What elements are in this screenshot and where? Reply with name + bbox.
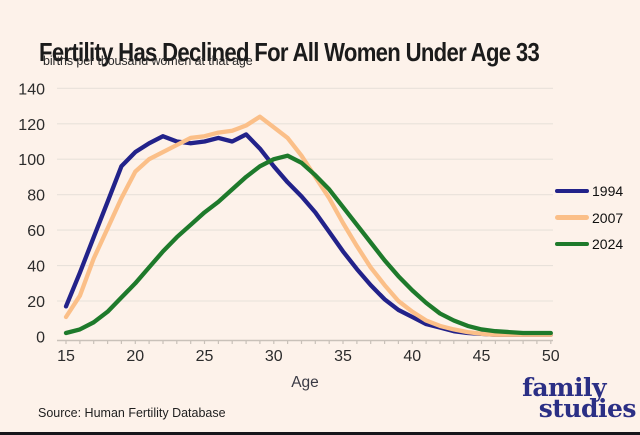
y-tick-label: 0 <box>36 330 45 347</box>
y-tick-label: 20 <box>27 294 45 311</box>
y-tick-label: 100 <box>18 152 45 169</box>
x-tick-label: 35 <box>334 348 352 365</box>
x-tick-label: 45 <box>473 348 491 365</box>
logo-line-studies: studies <box>538 394 637 423</box>
legend-item-2024: 2024 <box>555 231 623 257</box>
legend-label: 1994 <box>592 183 624 200</box>
y-tick-label: 40 <box>27 259 45 276</box>
family-studies-logo: family studies <box>522 373 637 423</box>
x-tick-label: 15 <box>57 348 75 365</box>
x-tick-label: 20 <box>126 348 144 365</box>
y-tick-label: 60 <box>27 223 45 240</box>
source-note: Source: Human Fertility Database <box>38 406 226 420</box>
window-bottom-edge <box>0 432 640 435</box>
series-line-2024 <box>63 153 553 336</box>
legend-label: 2007 <box>592 209 624 226</box>
x-tick-label: 25 <box>196 348 214 365</box>
legend-swatch-2007 <box>555 215 589 220</box>
chart-title: Fertility Has Declined For All Women Und… <box>39 37 540 68</box>
y-tick-label: 120 <box>18 117 45 134</box>
x-tick-label: 50 <box>542 348 560 365</box>
legend-swatch-1994 <box>555 188 589 194</box>
chart-legend: 1994 2007 2024 <box>555 178 623 257</box>
legend-label: 2024 <box>592 235 624 252</box>
legend-swatch-2024 <box>555 241 589 247</box>
legend-item-2007: 2007 <box>555 204 623 230</box>
chart-subtitle: births per thousand women at that age <box>43 54 253 68</box>
legend-item-1994: 1994 <box>555 178 623 204</box>
y-tick-label: 80 <box>27 188 45 205</box>
x-axis-title: Age <box>291 374 319 391</box>
x-tick-label: 40 <box>403 348 421 365</box>
x-tick-label: 30 <box>265 348 283 365</box>
logo-line-family: family <box>522 373 606 402</box>
y-tick-label: 140 <box>18 81 45 98</box>
